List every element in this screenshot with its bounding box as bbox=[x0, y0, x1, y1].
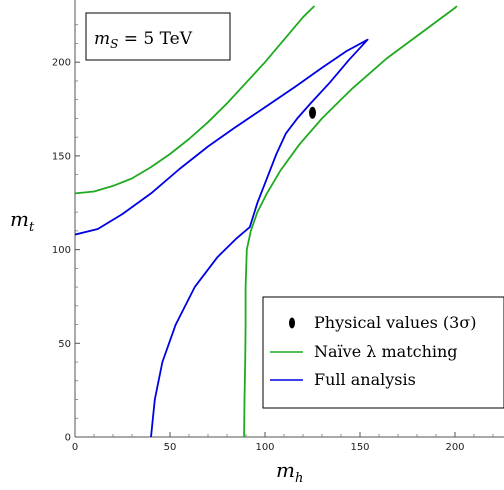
y-tick-label: 0 bbox=[65, 433, 71, 444]
x-axis-ticks: 0 50 100 150 200 bbox=[72, 432, 465, 453]
x-tick-label: 100 bbox=[255, 442, 274, 453]
annotation-text: mS = 5 TeV bbox=[94, 29, 193, 51]
curve-naive-upper bbox=[75, 5, 316, 195]
curve-naive-lower bbox=[243, 5, 458, 437]
curves bbox=[75, 5, 458, 437]
legend-label-full: Full analysis bbox=[314, 370, 416, 389]
curve-full bbox=[75, 38, 369, 437]
y-axis-ticks: 0 50 100 150 200 bbox=[52, 58, 80, 444]
x-tick-label: 50 bbox=[164, 442, 177, 453]
y-tick-label: 150 bbox=[52, 151, 71, 162]
annotation-box: mS = 5 TeV bbox=[85, 12, 231, 61]
x-axis-label: mh bbox=[276, 458, 303, 486]
x-tick-label: 150 bbox=[350, 442, 369, 453]
x-tick-label: 0 bbox=[72, 442, 78, 453]
y-axis-label: mt bbox=[10, 207, 35, 235]
plot-frame bbox=[74, 0, 504, 438]
x-tick-label: 200 bbox=[445, 442, 464, 453]
y-tick-label: 200 bbox=[52, 58, 71, 69]
legend: Physical values (3σ) Naïve λ matching Fu… bbox=[262, 296, 504, 409]
y-tick-label: 100 bbox=[52, 245, 71, 256]
legend-marker-physical bbox=[289, 317, 295, 329]
legend-label-physical: Physical values (3σ) bbox=[314, 313, 477, 332]
legend-label-naive: Naïve λ matching bbox=[314, 342, 458, 361]
physical-value-point bbox=[309, 106, 316, 119]
y-tick-label: 50 bbox=[58, 339, 71, 350]
